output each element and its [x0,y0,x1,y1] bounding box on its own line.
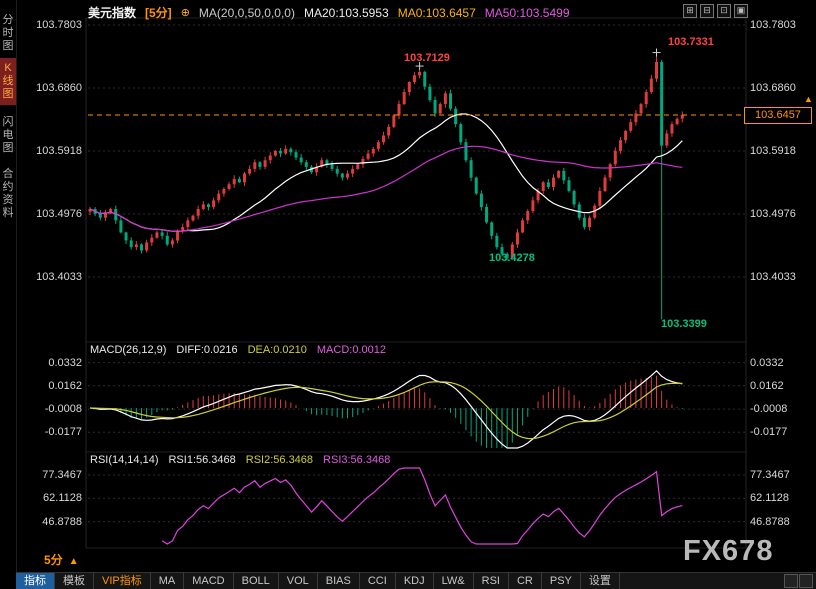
rsi-axis-left-label: 46.8788 [42,516,82,528]
symbol-name: 美元指数 [88,6,137,20]
indicator-toolbar: 指标 模板 VIP指标 MA MACD BOLL VOL BIAS CCI KD… [16,572,816,589]
macd-panel-header: MACD(26,12,9) DIFF:0.0216 DEA:0.0210 MAC… [90,344,386,356]
price-axis-left-label: 103.5918 [36,145,82,157]
sidebar-item-kline-chart[interactable]: K线图 [0,58,16,105]
price-axis-right-label: 103.4976 [750,208,796,220]
corner-box-right[interactable] [799,574,813,588]
period-badge[interactable]: [5分] [145,6,172,20]
price-axis-right-label: 103.5918 [750,145,796,157]
ma20-value: MA20:103.5953 [303,5,389,20]
annotation-peak1: 103.7129 [404,52,450,64]
left-sidebar: 分时图 K线图 闪电图 合约资料 [0,0,17,572]
price-axis-left-label: 103.4976 [36,208,82,220]
toolbar-item-lw[interactable]: LW& [434,573,474,589]
toolbar-item-boll[interactable]: BOLL [234,573,279,589]
macd-axis-left-label: 0.0162 [48,380,82,392]
macd-axis-right-label: 0.0162 [750,380,784,392]
ma-settings-label: MA(20,0,50,0,0,0) [198,5,295,20]
window-minimize-icon[interactable]: ⊟ [700,4,714,18]
price-axis-left-label: 103.4033 [36,271,82,283]
chart-header: 美元指数 [5分] ⊕ MA(20,0,50,0,0,0) MA20:103.5… [88,4,570,21]
price-up-arrow-icon: ▲ [804,94,813,104]
annotation-peak2: 103.7331 [668,36,714,48]
rsi2-value: RSI2:56.3468 [245,454,314,466]
macd-axis-right-label: 0.0332 [750,357,784,369]
macd-title: MACD(26,12,9) [90,344,167,356]
toolbar-item-vol[interactable]: VOL [279,573,318,589]
watermark-logo: FX678 [683,535,774,567]
price-axis-left-label: 103.7803 [36,19,82,31]
rsi-axis-left-label: 62.1128 [43,492,82,504]
sidebar-item-contract-info[interactable]: 合约资料 [2,168,14,219]
macd-hist-value: MACD:0.0012 [316,344,386,356]
corner-box-left[interactable] [784,574,798,588]
window-buttons: ⊞ ⊟ ⊡ ▣ [683,4,748,18]
ma0-value: MA0:103.6457 [397,5,476,20]
window-tile-icon[interactable]: ⊞ [683,4,697,18]
triangle-up-icon: ▲ [68,556,79,567]
toolbar-item-templates[interactable]: 模板 [55,573,94,589]
rsi-axis-right-label: 46.8788 [750,516,790,528]
toolbar-item-bias[interactable]: BIAS [318,573,360,589]
annotation-trough2: 103.3399 [661,318,707,330]
macd-diff-value: DIFF:0.0216 [176,344,238,356]
rsi-axis-right-label: 62.1128 [750,492,789,504]
macd-axis-left-label: -0.0177 [44,426,82,438]
sidebar-item-lightning-chart[interactable]: 闪电图 [2,116,14,154]
toolbar-item-macd[interactable]: MACD [184,573,234,589]
window-maximize-icon[interactable]: ▣ [734,4,748,18]
price-axis-left-label: 103.6860 [36,82,82,94]
sidebar-item-time-share-chart[interactable]: 分时图 [2,14,14,52]
window-restore-icon[interactable]: ⊡ [717,4,731,18]
toolbar-item-settings[interactable]: 设置 [581,573,620,589]
price-axis-right-label: 103.4033 [750,271,796,283]
toolbar-item-kdj[interactable]: KDJ [396,573,434,589]
toolbar-item-rsi[interactable]: RSI [474,573,509,589]
rsi3-value: RSI3:56.3468 [323,454,391,466]
macd-axis-right-label: -0.0177 [750,426,788,438]
macd-axis-left-label: -0.0008 [44,403,82,415]
price-axis-right-label: 103.7803 [750,19,796,31]
toolbar-item-vip-indicators[interactable]: VIP指标 [94,573,151,589]
last-price-box: 103.6457 [744,107,812,124]
toolbar-item-cci[interactable]: CCI [360,573,396,589]
ma50-value: MA50:103.5499 [484,5,570,20]
indicator-settings-icon[interactable]: ⊕ [180,7,190,19]
rsi-panel-header: RSI(14,14,14) RSI1:56.3468 RSI2:56.3468 … [90,454,390,466]
toolbar-item-cr[interactable]: CR [509,573,542,589]
macd-dea-value: DEA:0.0210 [247,344,307,356]
macd-axis-left-label: 0.0332 [48,357,82,369]
rsi-axis-right-label: 77.3467 [750,469,790,481]
period-selector[interactable]: 5分 ▲ [44,551,79,568]
period-selector-label: 5分 [44,553,63,567]
macd-axis-right-label: -0.0008 [750,403,788,415]
toolbar-item-indicators[interactable]: 指标 [16,573,55,589]
rsi-title: RSI(14,14,14) [90,454,159,466]
annotation-trough1: 103.4278 [489,252,535,264]
rsi1-value: RSI1:56.3468 [168,454,236,466]
toolbar-item-ma[interactable]: MA [151,573,185,589]
rsi-axis-left-label: 77.3467 [42,469,82,481]
price-axis-right-label: 103.6860 [750,82,796,94]
toolbar-item-psy[interactable]: PSY [542,573,581,589]
